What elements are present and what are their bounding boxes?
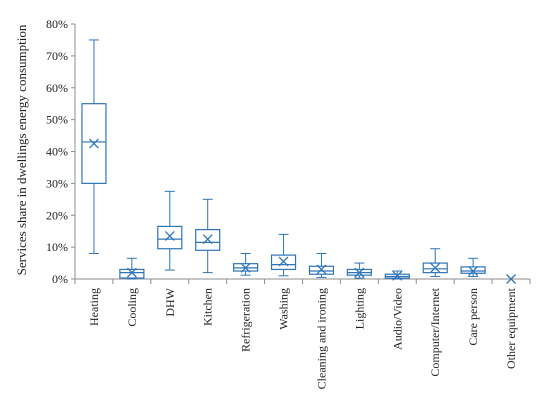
category-label: Washing [277, 288, 291, 330]
box-iqr [157, 225, 183, 250]
mean-marker [164, 231, 175, 241]
mean-marker [392, 270, 403, 281]
category-label: Kitchen [201, 288, 215, 326]
category-label: DHW [163, 287, 177, 316]
y-tick-label: 20% [46, 208, 68, 222]
category-label: Care person [466, 288, 480, 346]
mean-marker [278, 256, 289, 267]
mean-marker [240, 262, 251, 273]
box-group [195, 198, 221, 274]
y-tick-label: 60% [46, 81, 68, 95]
box-iqr [460, 266, 486, 274]
mean-marker [126, 267, 137, 278]
mean-marker [506, 274, 517, 284]
category-label: Other equipment [504, 287, 518, 369]
y-tick-label: 30% [46, 176, 68, 190]
mean-marker [316, 264, 327, 275]
mean-marker [468, 266, 479, 276]
box-group [157, 190, 183, 271]
box-group [460, 257, 486, 277]
box-group [270, 233, 297, 277]
box-group [81, 39, 107, 254]
category-label: Heating [87, 288, 101, 326]
box-iqr [119, 268, 145, 279]
y-tick-label: 50% [46, 113, 68, 127]
y-axis-title: Services share in dwellings energy consu… [14, 24, 29, 275]
mean-marker [354, 267, 365, 278]
y-tick-label: 10% [46, 240, 68, 254]
y-tick-label: 0% [52, 272, 68, 286]
category-label: Lighting [352, 288, 366, 329]
box-group [308, 253, 335, 278]
category-label: Refrigeration [239, 288, 253, 352]
category-label: Audio/Video [390, 288, 404, 350]
box-group [384, 270, 410, 281]
category-label: Cooling [125, 288, 139, 327]
category-label: Cleaning and ironing [314, 288, 328, 389]
category-label: Computer/Internet [428, 287, 442, 376]
box-group [346, 262, 372, 279]
box-group [422, 248, 448, 277]
y-tick-label: 70% [46, 49, 68, 63]
mean-marker [88, 138, 99, 149]
y-tick-label: 80% [46, 17, 68, 31]
mean-marker [202, 234, 213, 245]
box-group [233, 253, 259, 276]
box-group [506, 274, 517, 284]
mean-marker [430, 262, 441, 273]
box-group [119, 257, 145, 280]
y-tick-label: 40% [46, 145, 68, 159]
